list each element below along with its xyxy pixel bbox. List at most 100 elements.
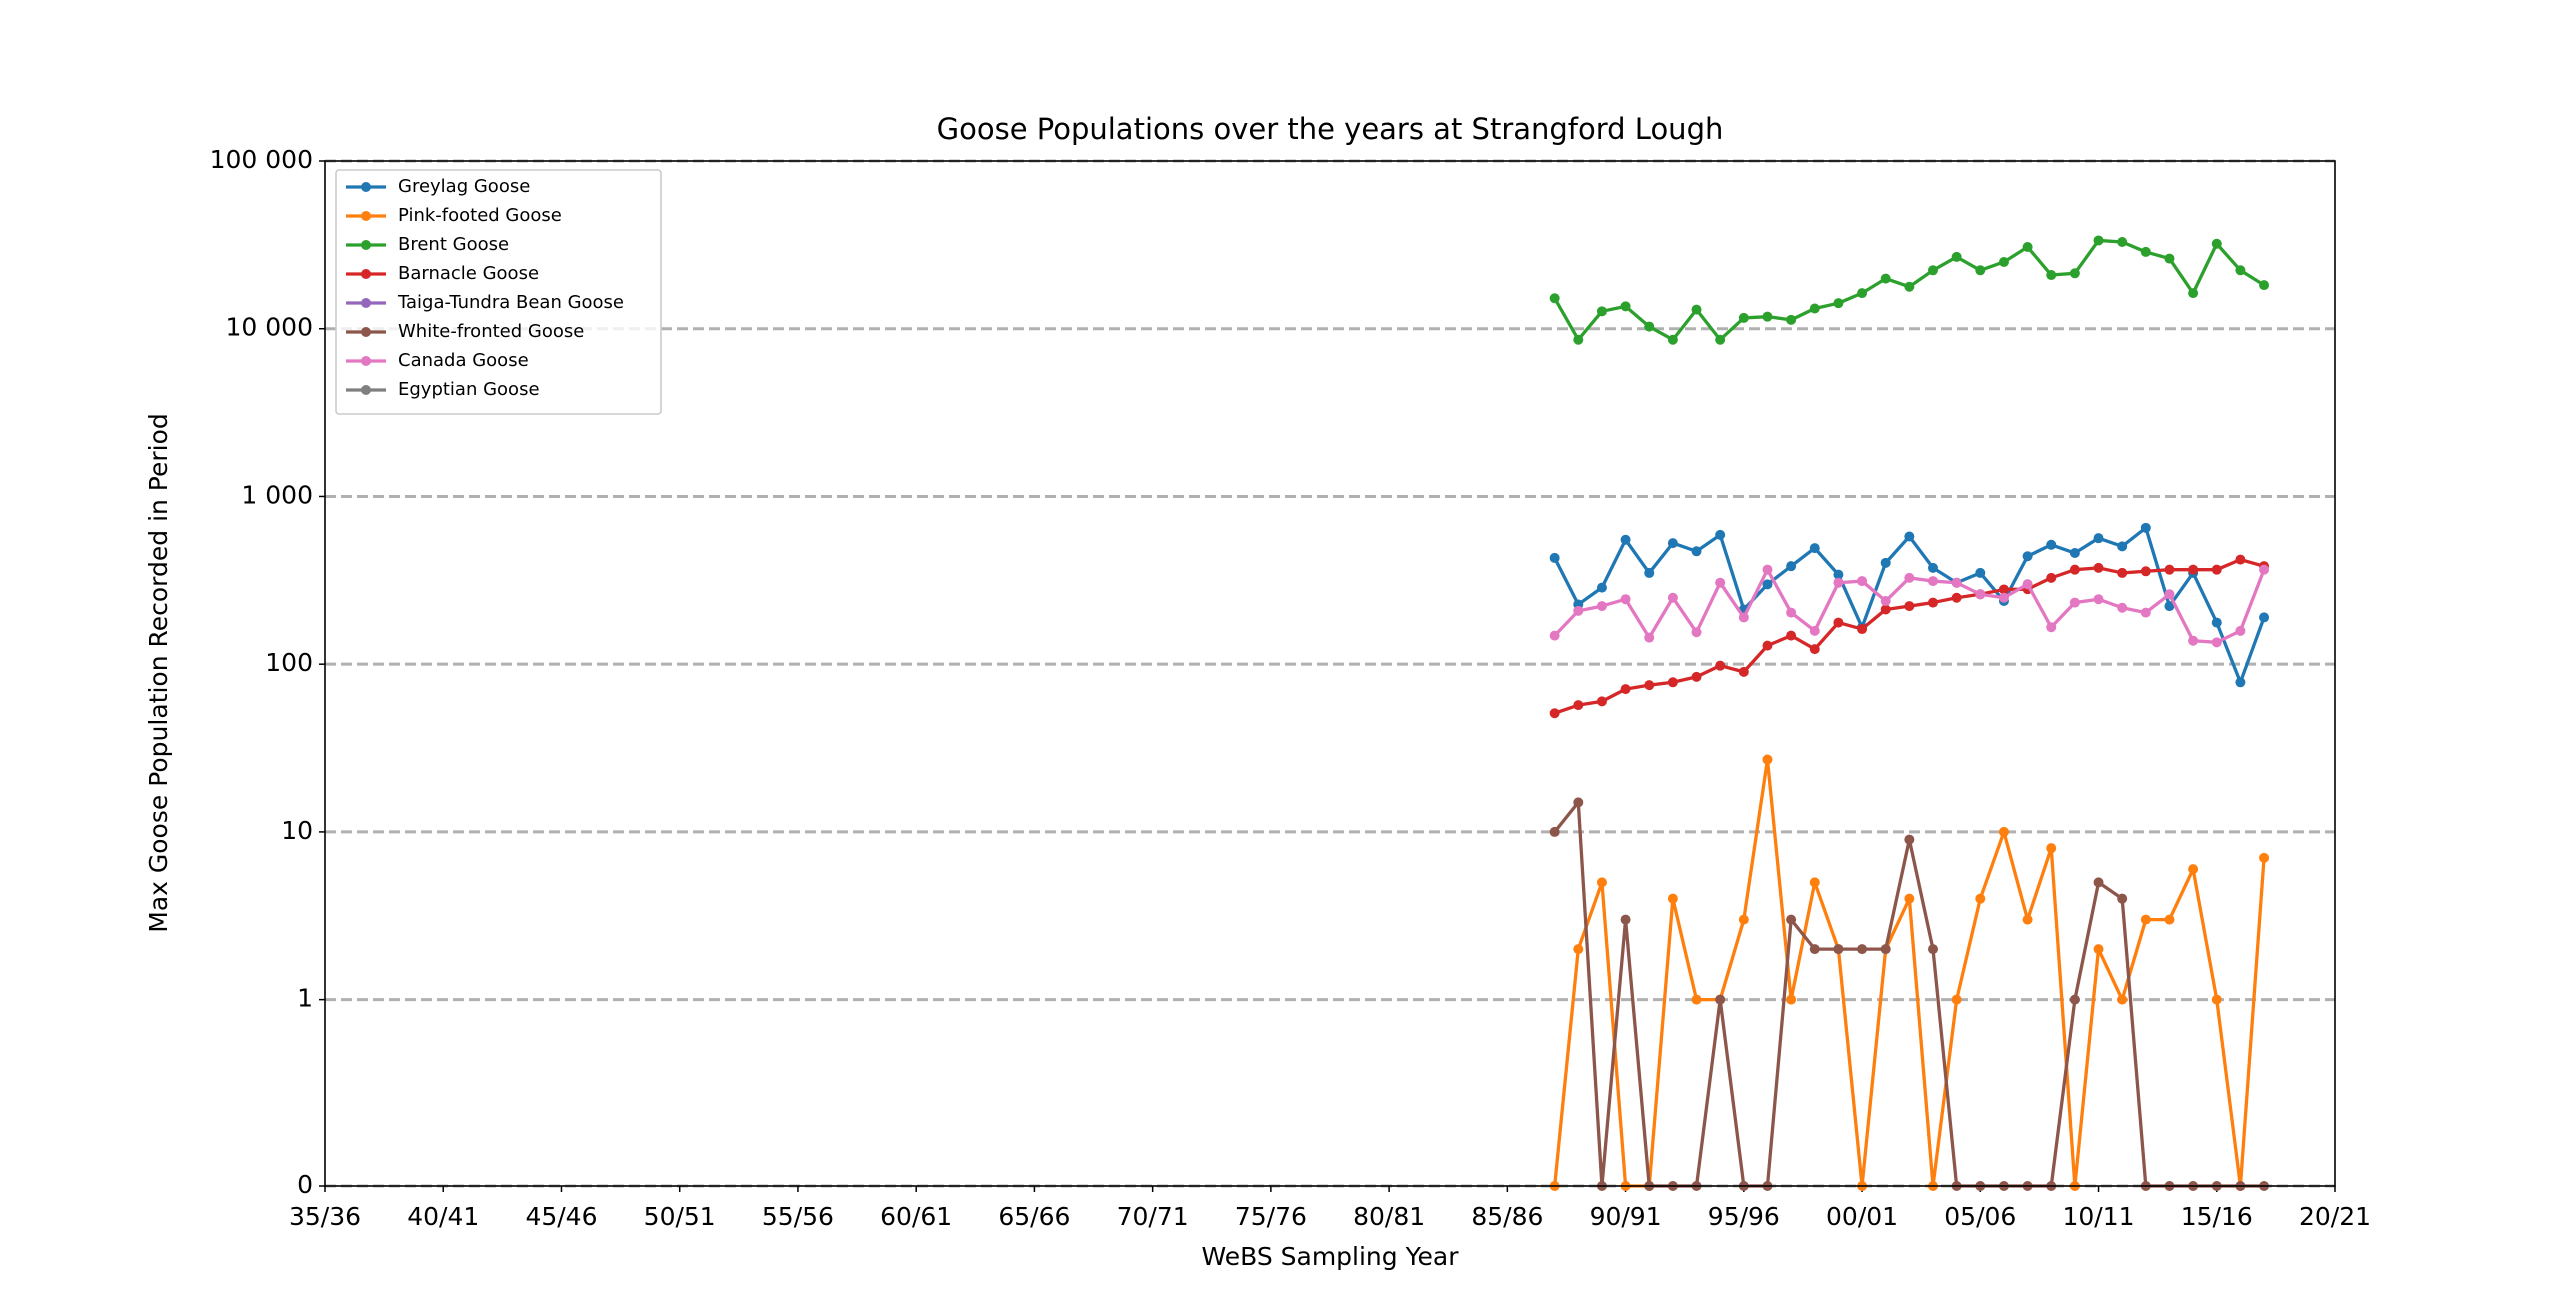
x-axis-label: WeBS Sampling Year [1201, 1242, 1459, 1271]
data-point [1644, 567, 1655, 578]
data-point [1549, 552, 1560, 563]
x-tick-label: 65/66 [998, 1202, 1070, 1231]
y-tick-label: 1 000 [241, 480, 313, 509]
data-point [2140, 607, 2151, 618]
data-point [1857, 624, 1868, 635]
legend-marker [361, 269, 371, 279]
data-point [1857, 288, 1868, 299]
data-point [1951, 994, 1962, 1005]
chart-title: Goose Populations over the years at Stra… [937, 112, 1724, 146]
data-point [2235, 625, 2246, 636]
data-point [1833, 298, 1844, 309]
data-point [1880, 944, 1891, 955]
data-point [1904, 893, 1915, 904]
data-point [1809, 303, 1820, 314]
x-tick-label: 80/81 [1353, 1202, 1425, 1231]
data-point [1880, 557, 1891, 568]
data-point [1904, 834, 1915, 845]
data-point [1691, 546, 1702, 557]
data-point [1833, 944, 1844, 955]
data-point [2211, 637, 2222, 648]
data-point [1691, 671, 1702, 682]
y-tick-label: 10 000 [226, 313, 313, 342]
data-point [1928, 576, 1938, 587]
data-point [1667, 677, 1678, 688]
data-point [2117, 602, 2128, 613]
data-point [1904, 572, 1915, 583]
data-point [1573, 797, 1584, 808]
legend-marker [361, 298, 371, 308]
data-point [2046, 270, 2057, 281]
data-point [1596, 877, 1607, 888]
data-point [1928, 562, 1938, 573]
data-point [2093, 562, 2104, 573]
legend-label: Egyptian Goose [398, 379, 540, 400]
data-point [1738, 312, 1749, 323]
data-point [2069, 548, 2080, 559]
x-tick-label: 05/06 [1944, 1202, 2016, 1231]
data-point [1975, 567, 1986, 578]
data-point [1667, 334, 1678, 345]
data-point [1904, 601, 1915, 612]
x-tick-label: 45/46 [525, 1202, 597, 1231]
data-point [2117, 893, 2128, 904]
data-point [1715, 660, 1726, 671]
data-point [2211, 238, 2222, 249]
data-point [2140, 522, 2151, 533]
data-point [1549, 630, 1560, 641]
data-point [1762, 311, 1773, 322]
data-point [1573, 334, 1584, 345]
data-point [1573, 700, 1584, 711]
data-point [1998, 826, 2009, 837]
data-point [1762, 754, 1773, 765]
data-point [2117, 236, 2128, 247]
data-point [1715, 529, 1726, 540]
data-point [2046, 843, 2057, 854]
data-point [2117, 567, 2128, 578]
data-point [1833, 577, 1844, 588]
data-point [1667, 592, 1678, 603]
data-point [1809, 944, 1820, 955]
x-tick-label: 55/56 [762, 1202, 834, 1231]
x-tick-label: 70/71 [1117, 1202, 1189, 1231]
data-point [2046, 572, 2057, 583]
legend-label: Greylag Goose [398, 176, 530, 197]
data-point [2164, 589, 2175, 600]
data-point [2164, 564, 2175, 575]
y-axis-label: Max Goose Population Recorded in Period [144, 413, 173, 933]
data-point [1786, 314, 1797, 325]
x-tick-label: 95/96 [1708, 1202, 1780, 1231]
data-point [2022, 914, 2033, 925]
data-point [1833, 617, 1844, 628]
data-point [2117, 541, 2128, 552]
data-point [2259, 852, 2270, 863]
data-point [1786, 994, 1797, 1005]
data-point [1809, 625, 1820, 636]
data-point [1786, 914, 1797, 925]
y-tick-label: 0 [297, 1170, 313, 1199]
data-point [2093, 944, 2104, 955]
data-point [1620, 301, 1631, 312]
data-point [2211, 564, 2222, 575]
data-point [2022, 242, 2033, 253]
data-point [2188, 564, 2199, 575]
data-point [1738, 914, 1749, 925]
plot-frame [324, 160, 2336, 1187]
data-point [1880, 596, 1891, 607]
data-point [1904, 531, 1915, 542]
data-point [1549, 293, 1560, 304]
data-point [1620, 684, 1631, 695]
data-point [1620, 534, 1631, 545]
legend-label: Brent Goose [398, 234, 509, 255]
data-point [2046, 622, 2057, 633]
data-point [1809, 877, 1820, 888]
data-point [2069, 268, 2080, 279]
data-point [1786, 561, 1797, 572]
data-point [1786, 630, 1797, 641]
data-point [1975, 589, 1986, 600]
legend: Greylag Goose Pink-footed Goose Brent Goos… [335, 169, 662, 415]
data-point [2235, 265, 2246, 276]
legend-label: Pink-footed Goose [398, 205, 562, 226]
data-point [1549, 826, 1560, 837]
